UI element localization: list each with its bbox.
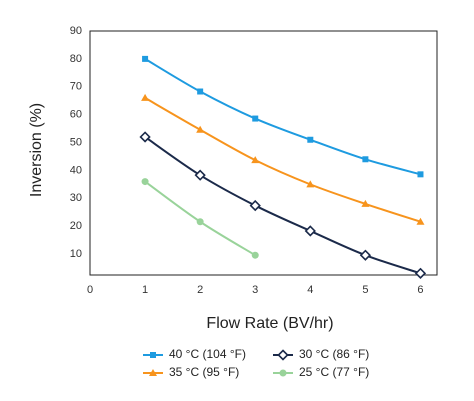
- data-point: [251, 156, 260, 164]
- legend-label: 35 °C (95 °F): [169, 365, 239, 379]
- data-point: [251, 251, 259, 259]
- data-point: [307, 136, 314, 143]
- x-tick-label: 3: [252, 284, 258, 296]
- legend-label: 30 °C (86 °F): [299, 347, 369, 361]
- series-line: [144, 58, 421, 176]
- data-point: [141, 93, 150, 101]
- y-tick-label: 30: [70, 192, 82, 204]
- data-point: [361, 199, 370, 207]
- data-point: [414, 267, 427, 279]
- legend-label: 40 °C (104 °F): [169, 347, 246, 361]
- data-point: [359, 249, 372, 261]
- data-point: [194, 169, 206, 181]
- legend-label: 25 °C (77 °F): [299, 365, 369, 379]
- plot-frame: [89, 30, 438, 276]
- y-tick-label: 60: [70, 109, 82, 121]
- y-tick-label: 20: [70, 220, 82, 232]
- x-tick-label: 0: [87, 284, 93, 296]
- y-axis-title: Inversion (%): [28, 103, 45, 197]
- data-point: [139, 131, 151, 143]
- data-point: [416, 217, 425, 225]
- y-tick-label: 80: [70, 53, 82, 65]
- y-tick-label: 90: [70, 25, 82, 37]
- data-point: [196, 125, 205, 133]
- data-point: [306, 180, 315, 188]
- legend-marker: [150, 352, 156, 358]
- y-tick-label: 10: [70, 248, 82, 260]
- series-line: [144, 97, 421, 223]
- x-tick-label: 1: [142, 284, 148, 296]
- data-point: [197, 88, 204, 95]
- x-tick-label: 5: [362, 284, 368, 296]
- legend-marker: [277, 349, 289, 361]
- data-point: [196, 218, 204, 226]
- x-tick-label: 4: [307, 284, 313, 296]
- x-tick-label: 2: [197, 284, 203, 296]
- y-tick-label: 50: [70, 136, 82, 148]
- data-point: [142, 55, 149, 62]
- data-point: [141, 178, 149, 186]
- legend-marker: [279, 369, 287, 377]
- data-point: [362, 156, 369, 163]
- data-point: [304, 225, 316, 237]
- y-tick-label: 40: [70, 164, 82, 176]
- y-tick-label: 70: [70, 81, 82, 93]
- data-point: [252, 115, 259, 122]
- series-line: [144, 136, 421, 275]
- x-tick-label: 6: [417, 284, 423, 296]
- x-axis-title: Flow Rate (BV/hr): [206, 315, 333, 332]
- data-point: [249, 199, 261, 212]
- legend-marker: [149, 369, 157, 376]
- data-point: [417, 171, 424, 178]
